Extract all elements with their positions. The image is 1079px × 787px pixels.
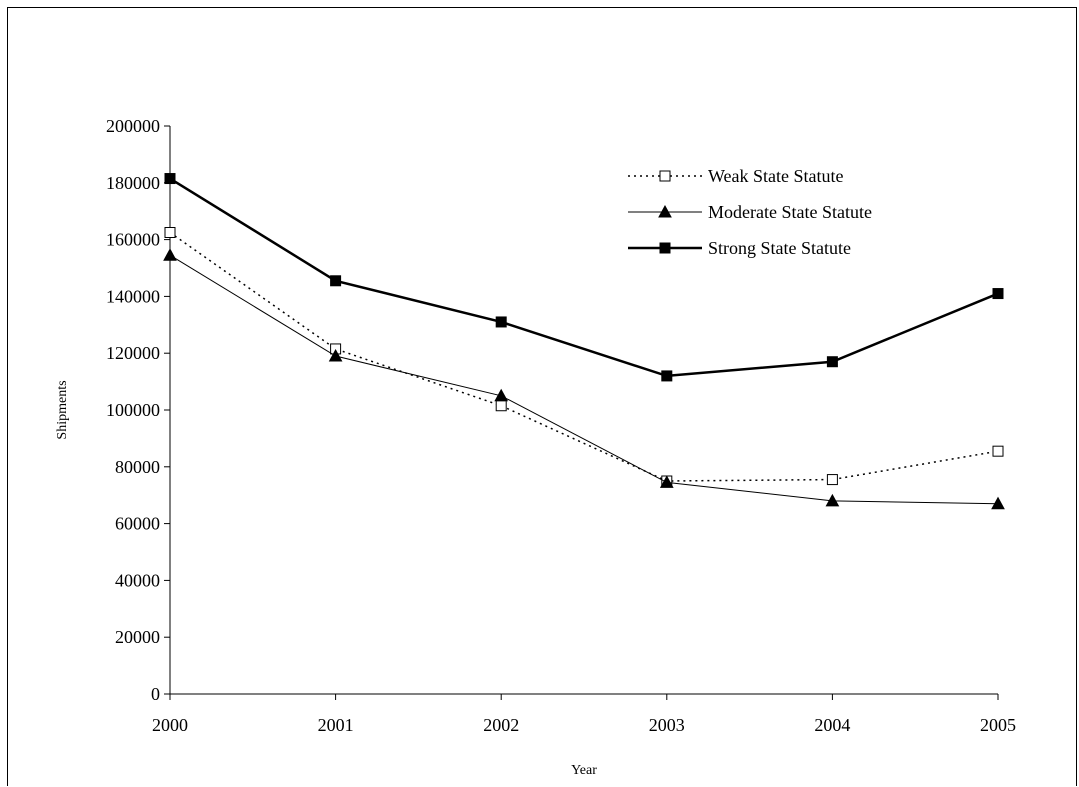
x-tick-label: 2000	[152, 715, 188, 735]
data-point	[991, 496, 1005, 510]
data-point	[330, 275, 342, 287]
legend-entry: Strong State Statute	[628, 238, 851, 258]
y-tick-label: 160000	[106, 230, 160, 250]
data-point	[495, 316, 507, 328]
data-point	[163, 248, 177, 261]
y-ticks: 0 20000 40000 60000 80000 100000 120000 140000 1…	[106, 116, 170, 704]
x-axis-label: Year	[571, 763, 597, 778]
series-1	[163, 248, 1005, 510]
x-tick-label: 2003	[649, 715, 685, 735]
data-point	[164, 227, 176, 238]
legend-swatch-marker	[659, 242, 671, 254]
y-tick-label: 200000	[106, 116, 160, 136]
y-tick-label: 60000	[115, 514, 160, 534]
data-point	[826, 356, 838, 368]
legend-label: Moderate State Statute	[708, 202, 872, 222]
y-axis-label: Shipments	[55, 380, 70, 439]
x-tick-label: 2002	[483, 715, 519, 735]
y-tick-label: 20000	[115, 627, 160, 647]
series-layer	[163, 173, 1005, 510]
data-point	[992, 288, 1004, 300]
legend-swatch-marker	[659, 170, 671, 182]
axes	[169, 126, 998, 695]
data-point	[826, 474, 838, 486]
legend-swatch-marker	[658, 204, 672, 218]
data-point	[328, 348, 343, 362]
chart-frame	[7, 7, 1077, 786]
data-point	[825, 493, 840, 507]
y-tick-label: 40000	[115, 570, 160, 590]
series-2	[164, 173, 1004, 382]
y-tick-label: 80000	[115, 457, 160, 477]
data-point	[164, 173, 176, 185]
series-0	[164, 227, 1004, 487]
data-point	[495, 400, 507, 412]
y-tick-label: 0	[151, 684, 160, 704]
legend-label: Weak State Statute	[708, 166, 844, 186]
y-tick-label: 140000	[106, 286, 160, 306]
legend-label: Strong State Statute	[708, 238, 851, 258]
series-line	[169, 177, 999, 378]
legend: Weak State Statute Moderate State Statute…	[628, 166, 872, 258]
data-point	[661, 370, 673, 382]
legend-entry: Moderate State Statute	[628, 202, 872, 222]
series-line	[169, 231, 999, 482]
x-tick-label: 2005	[980, 715, 1016, 735]
data-point	[494, 388, 509, 402]
x-tick-label: 2004	[814, 715, 850, 735]
y-tick-label: 120000	[106, 343, 160, 363]
data-point	[992, 445, 1004, 457]
data-point	[659, 475, 674, 488]
y-tick-label: 180000	[106, 173, 160, 193]
legend-entry: Weak State Statute	[628, 166, 844, 186]
x-tick-label: 2001	[318, 715, 354, 735]
series-line	[169, 254, 999, 505]
y-tick-label: 100000	[106, 400, 160, 420]
x-ticks: 2000 2001 2002 2003 2004 2005	[152, 694, 1016, 735]
